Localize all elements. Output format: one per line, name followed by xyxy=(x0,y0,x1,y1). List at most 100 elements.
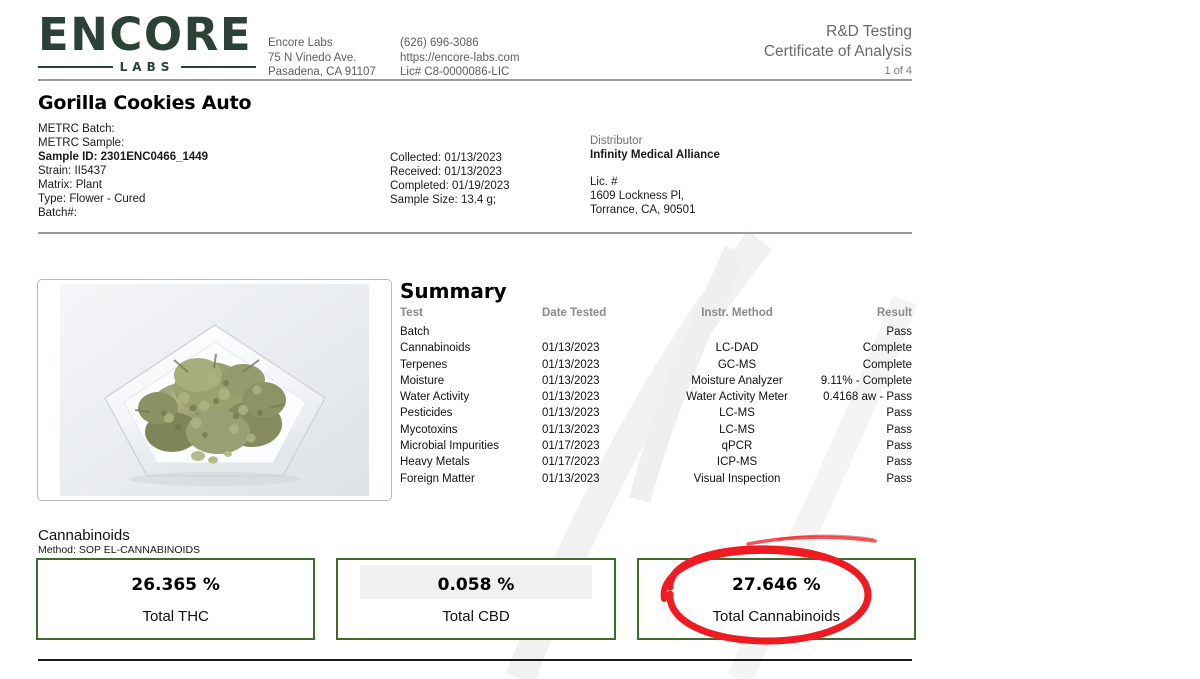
sample-id-label: Sample ID: xyxy=(38,151,98,163)
cell-date: 01/13/2023 xyxy=(542,391,600,404)
cell-result: 0.4168 aw - Pass xyxy=(823,391,912,404)
summary-table: Test Date Tested Instr. Method Result Ba… xyxy=(400,306,912,487)
matrix-value: Plant xyxy=(75,179,102,191)
lab-phone: (626) 696-3086 xyxy=(400,37,479,49)
distributor-spacer xyxy=(590,162,720,175)
total-cannabinoids-value: 27.646 % xyxy=(732,575,821,595)
lab-license: Lic# C8-0000086-LIC xyxy=(400,66,510,78)
cell-test: Mycotoxins xyxy=(400,423,458,436)
cell-method xyxy=(662,324,812,340)
page-title: Gorilla Cookies Auto xyxy=(38,92,252,114)
cell-test: Water Activity xyxy=(400,391,470,404)
cannabinoid-summary-boxes: 26.365 % Total THC 0.058 % Total CBD 27.… xyxy=(36,558,916,640)
type-value: Flower - Cured xyxy=(69,193,146,205)
batch-number-row: Batch#: xyxy=(38,207,77,219)
table-row: Terpenes 01/13/2023 GC-MS Complete xyxy=(400,357,912,373)
document-title-block: R&D Testing Certificate of Analysis 1 of… xyxy=(764,22,912,80)
summary-heading: Summary xyxy=(400,279,507,303)
cell-result: Complete xyxy=(862,358,912,371)
encore-labs-logo: ENCORE LABS xyxy=(38,8,257,74)
sample-size-row: Sample Size: 13.4 g; xyxy=(390,194,497,206)
type-label: Type: xyxy=(38,193,67,205)
total-thc-label: Total THC xyxy=(142,608,209,625)
matrix-row: Matrix: Plant xyxy=(38,178,208,192)
distributor-heading: Distributor xyxy=(590,135,643,147)
logo-labs-text: LABS xyxy=(119,60,175,74)
cell-date: 01/13/2023 xyxy=(542,374,600,387)
distributor-lic-label: Lic. # xyxy=(590,176,618,188)
cannabinoids-method: Method: SOP EL-CANNABINOIDS xyxy=(38,544,201,556)
cell-result: Pass xyxy=(886,407,912,420)
total-cannabinoids-box: 27.646 % Total Cannabinoids xyxy=(636,558,916,640)
doc-type-line: R&D Testing xyxy=(826,23,912,40)
distributor-address-line2: Torrance, CA, 90501 xyxy=(590,204,696,216)
completed-row: Completed: 01/19/2023 xyxy=(390,180,510,192)
cell-result: Complete xyxy=(862,342,912,355)
distributor-address-line1: 1609 Lockness Pl, xyxy=(590,190,684,202)
table-row: Heavy Metals 01/17/2023 ICP-MS Pass xyxy=(400,454,912,470)
column-header-date: Date Tested xyxy=(542,307,607,319)
lab-address-block: Encore Labs 75 N Vinedo Ave. Pasadena, C… xyxy=(268,36,376,80)
table-row: Foreign Matter 01/13/2023 Visual Inspect… xyxy=(400,471,912,487)
cell-date: 01/13/2023 xyxy=(542,342,600,355)
cell-date: 01/17/2023 xyxy=(542,440,600,453)
sample-photo xyxy=(38,280,391,500)
cell-date xyxy=(542,324,662,340)
cell-test: Moisture xyxy=(400,374,445,387)
cell-test: Pesticides xyxy=(400,407,453,420)
logo-wordmark: ENCORE xyxy=(38,8,253,61)
sample-id-value: 2301ENC0466_1449 xyxy=(100,151,209,163)
summary-header-row: Test Date Tested Instr. Method Result xyxy=(400,306,912,324)
matrix-label: Matrix: xyxy=(38,179,73,191)
cell-method: LC-DAD xyxy=(715,342,759,355)
sample-info-divider xyxy=(38,232,912,234)
header-divider xyxy=(38,79,912,81)
page-indicator: 1 of 4 xyxy=(884,65,912,77)
total-cbd-label: Total CBD xyxy=(442,608,510,625)
table-row: Batch Pass xyxy=(400,324,912,340)
total-cbd-box: 0.058 % Total CBD xyxy=(336,558,616,640)
distributor-block: Distributor Infinity Medical Alliance Li… xyxy=(590,134,720,217)
sample-info-block: METRC Batch: METRC Sample: Sample ID: 23… xyxy=(38,122,208,220)
cell-result: Pass xyxy=(886,326,912,338)
cell-test: Heavy Metals xyxy=(400,456,470,469)
lab-website[interactable]: https://encore-labs.com xyxy=(400,51,520,64)
strain-row: Strain: II5437 xyxy=(38,164,208,178)
cell-method: qPCR xyxy=(721,440,753,453)
logo-rule-right xyxy=(181,66,257,68)
table-row: Water Activity 01/13/2023 Water Activity… xyxy=(400,389,912,405)
distributor-name: Infinity Medical Alliance xyxy=(590,149,720,161)
sample-dates-block: Collected: 01/13/2023 Received: 01/13/20… xyxy=(390,151,510,207)
logo-subline: LABS xyxy=(38,60,257,74)
column-header-result: Result xyxy=(876,307,912,319)
table-row: Mycotoxins 01/13/2023 LC-MS Pass xyxy=(400,422,912,438)
strain-value: II5437 xyxy=(74,165,107,177)
cell-method: Moisture Analyzer xyxy=(691,374,783,387)
cell-result: Pass xyxy=(886,440,912,453)
doc-title-line: Certificate of Analysis xyxy=(763,43,912,60)
lab-name: Encore Labs xyxy=(268,37,333,49)
total-thc-value: 26.365 % xyxy=(131,575,220,595)
cell-test: Cannabinoids xyxy=(400,342,471,355)
cell-result: 9.11% - Complete xyxy=(820,374,912,387)
type-row: Type: Flower - Cured xyxy=(38,192,208,206)
collected-row: Collected: 01/13/2023 xyxy=(390,152,502,164)
sample-photo-frame xyxy=(37,279,392,501)
cell-test: Microbial Impurities xyxy=(400,440,500,453)
total-cbd-value: 0.058 % xyxy=(437,575,515,595)
logo-rule-left xyxy=(38,66,113,68)
table-row: Pesticides 01/13/2023 LC-MS Pass xyxy=(400,405,912,421)
cell-method: Water Activity Meter xyxy=(686,391,788,404)
metrc-sample-row: METRC Sample: xyxy=(38,137,125,149)
cell-test: Terpenes xyxy=(400,358,448,371)
table-row: Moisture 01/13/2023 Moisture Analyzer 9.… xyxy=(400,373,912,389)
cell-date: 01/13/2023 xyxy=(542,423,600,436)
metrc-batch-row: METRC Batch: xyxy=(38,123,115,135)
document-header: ENCORE LABS Encore Labs 75 N Vinedo Ave.… xyxy=(38,12,912,78)
cell-method: LC-MS xyxy=(719,423,755,436)
table-row: Microbial Impurities 01/17/2023 qPCR Pas… xyxy=(400,438,912,454)
cell-test: Batch xyxy=(400,326,430,338)
cell-date: 01/13/2023 xyxy=(542,358,600,371)
cannabinoids-heading: Cannabinoids xyxy=(38,527,130,544)
